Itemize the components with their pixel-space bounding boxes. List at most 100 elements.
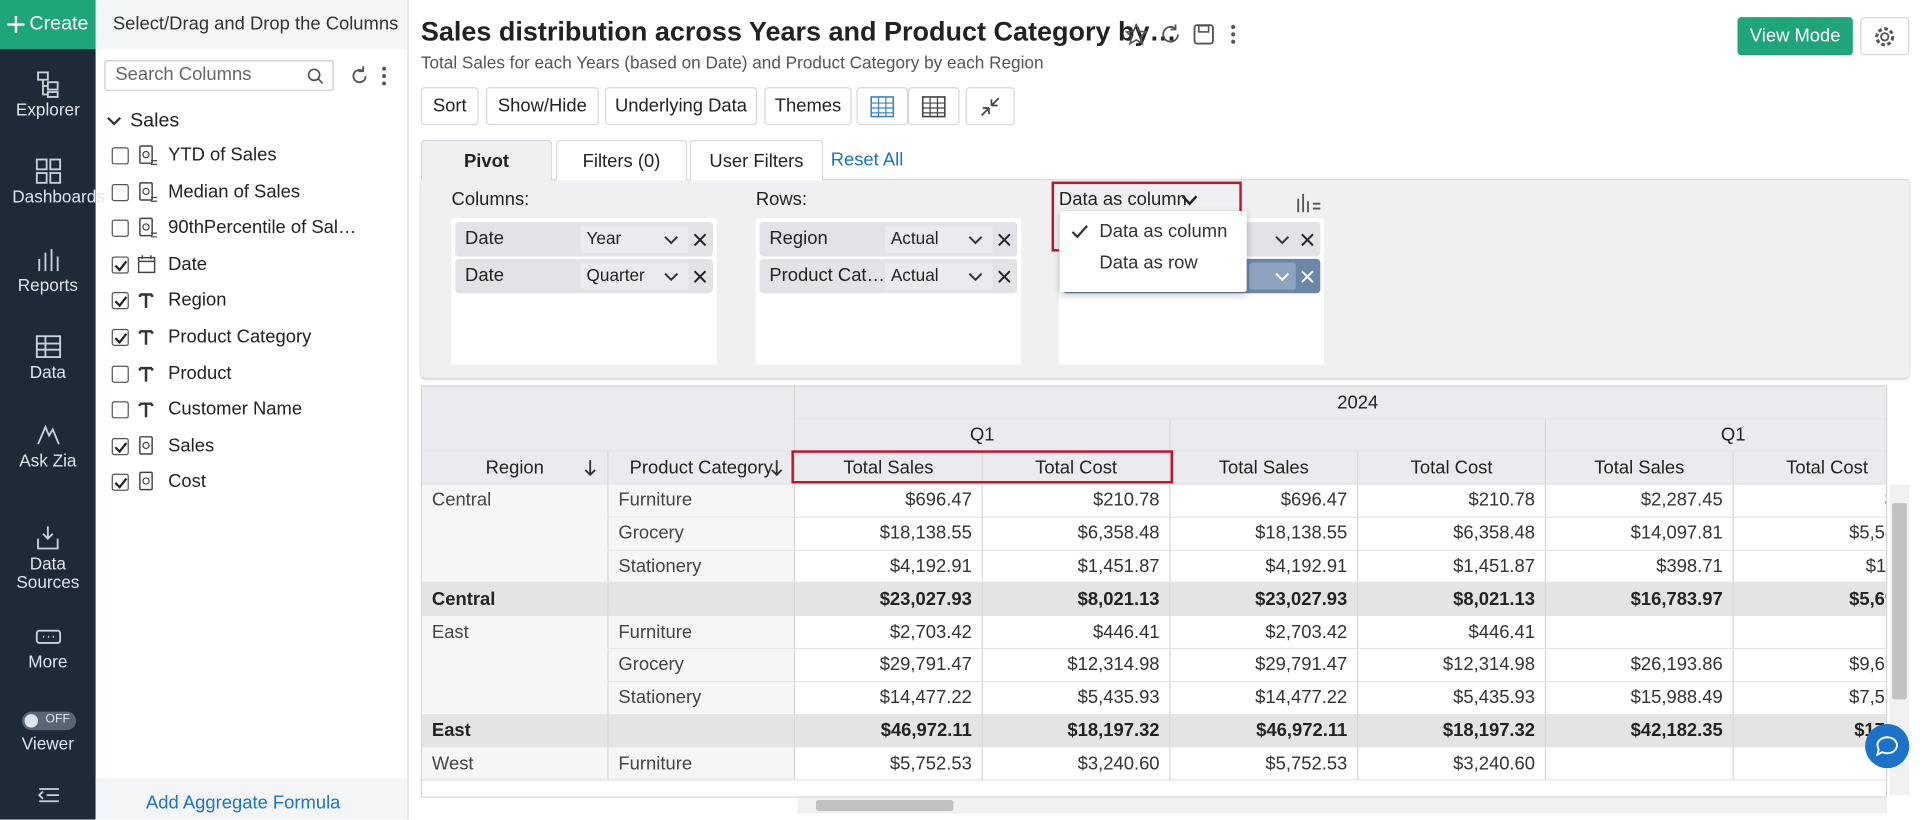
vertical-scroll-thumb[interactable] — [1892, 503, 1907, 700]
nav-label[interactable]: Ask Zia — [19, 450, 77, 470]
dropdown-option[interactable]: Data as row — [1099, 252, 1198, 274]
value-cell: $696.47 — [1170, 484, 1359, 518]
table-area: 2024 Q1 Q1 Region Product Category Total Sale… — [420, 385, 1888, 798]
shelf-pill[interactable]: Date Year — [455, 222, 713, 257]
toolbar-button[interactable]: Underlying Data — [604, 87, 758, 126]
save-slot — [1198, 24, 1210, 33]
nav-label[interactable]: Reports — [17, 274, 78, 295]
tab[interactable]: User Filters — [689, 139, 824, 181]
field-checkbox[interactable] — [111, 256, 129, 274]
group-caret — [107, 117, 122, 126]
pill-function[interactable]: Actual — [884, 225, 993, 253]
add-formula-link[interactable]: Add Aggregate Formula — [146, 792, 341, 814]
dropdown-option[interactable]: Data as column — [1099, 220, 1228, 242]
view-mode-button[interactable]: View Mode — [1737, 17, 1853, 56]
chat-button[interactable] — [1865, 723, 1910, 769]
pill-function[interactable]: Actual — [884, 262, 993, 290]
pill-caret-part — [664, 272, 679, 282]
nav-label[interactable]: Explorer — [15, 99, 80, 120]
more-icon[interactable] — [1229, 23, 1236, 45]
toolbar-icon-button[interactable] — [965, 87, 1015, 126]
chart-type-icon[interactable] — [1296, 191, 1323, 213]
tab[interactable]: Pivot — [420, 139, 553, 181]
field-label[interactable]: YTD of Sales — [168, 144, 277, 166]
field-icon-part — [139, 145, 153, 164]
reload-icon[interactable] — [1160, 23, 1182, 45]
field-checkbox[interactable] — [111, 401, 129, 419]
field-checkbox[interactable] — [111, 437, 129, 455]
region-cell — [422, 649, 609, 682]
field-checkbox[interactable] — [111, 365, 129, 383]
toolbar-button[interactable]: Show/Hide — [485, 87, 599, 126]
nav-icon-part — [46, 81, 59, 91]
nav-icon — [37, 526, 59, 550]
field-icon — [139, 472, 153, 491]
refresh-icon[interactable] — [348, 65, 370, 87]
star-icon[interactable] — [1125, 23, 1148, 46]
subtotal-value: $46,972.11 — [795, 714, 983, 748]
field-checkbox[interactable] — [111, 292, 129, 310]
field-label[interactable]: Cost — [168, 471, 206, 493]
horizontal-scrollbar[interactable] — [797, 797, 1888, 814]
field-label[interactable]: Median of Sales — [168, 181, 301, 202]
toolbar-button[interactable]: Themes — [764, 87, 852, 126]
field-label[interactable]: Product — [168, 362, 232, 384]
field-label[interactable]: Sales — [168, 435, 215, 457]
save-icon[interactable] — [1193, 23, 1215, 45]
pill-function[interactable]: Year — [580, 225, 689, 253]
chat-icon — [1875, 736, 1898, 757]
tab[interactable]: Filters (0) — [555, 139, 688, 181]
field-icon — [137, 254, 156, 273]
tab-strip — [420, 179, 1910, 181]
field-icon — [139, 145, 158, 166]
field-icon-part — [139, 435, 153, 455]
field-checkbox[interactable] — [111, 219, 129, 238]
horizontal-scroll-thumb[interactable] — [815, 800, 954, 812]
settings-button[interactable] — [1860, 17, 1910, 56]
field-icon — [138, 366, 154, 382]
value-cell: $2,703.42 — [1170, 616, 1359, 650]
search-box[interactable] — [104, 60, 334, 91]
pill-function[interactable]: Quarter — [580, 262, 689, 290]
field-checkbox[interactable] — [111, 147, 129, 165]
value-cell: $1. — [1733, 485, 1886, 518]
column-header: Total Cost — [982, 451, 1171, 485]
pill-remove — [998, 270, 1011, 283]
value-cell: $14,097.81 — [1546, 517, 1734, 551]
shelf-pill[interactable]: Product Cat… Actual — [759, 258, 1018, 294]
field-checkbox[interactable] — [111, 474, 129, 492]
viewer-toggle[interactable]: OFF — [22, 711, 77, 731]
nav-label[interactable]: Dashboards — [12, 186, 105, 207]
pill-field: Date — [465, 228, 504, 250]
toolbar-icon-button[interactable] — [908, 87, 960, 126]
shelf-pill[interactable]: Region Actual — [759, 222, 1018, 257]
column-header: Total Sales — [1546, 451, 1734, 485]
search-circle — [307, 68, 321, 82]
check-mark — [114, 478, 128, 490]
field-icon — [139, 217, 158, 238]
value-cell: $5,435.93 — [1358, 681, 1547, 715]
field-checkbox[interactable] — [111, 328, 129, 347]
value-cell: $26,193.86 — [1546, 649, 1734, 682]
reset-all-link[interactable]: Reset All — [830, 149, 904, 171]
field-label[interactable]: 90thPercentile of Sal… — [168, 217, 357, 239]
search-placeholder: Search Columns — [115, 63, 252, 85]
toolbar-icon-button[interactable] — [856, 87, 909, 126]
field-label[interactable]: Customer Name — [168, 399, 303, 420]
data-orientation-select[interactable]: Data as column — [1058, 188, 1187, 210]
shelf-box: Date Year Date Quarter — [451, 218, 717, 365]
toolbar-button[interactable]: Sort — [420, 87, 479, 126]
field-checkbox[interactable] — [111, 183, 129, 201]
grid-icon — [921, 95, 946, 117]
group-label[interactable]: Sales — [130, 110, 180, 132]
panel-menu-icon[interactable] — [380, 65, 387, 87]
shelf-pill[interactable]: Date Quarter — [455, 258, 713, 294]
nav-label[interactable]: Data Sources — [16, 553, 80, 592]
field-label[interactable]: Date — [168, 253, 207, 275]
create-button[interactable]: Create — [0, 0, 96, 50]
field-label[interactable]: Product Category — [168, 326, 312, 348]
nav-label[interactable]: Data — [29, 361, 66, 382]
nav-label[interactable]: More — [28, 651, 68, 672]
field-label[interactable]: Region — [168, 290, 227, 311]
nav-icon — [35, 158, 62, 184]
